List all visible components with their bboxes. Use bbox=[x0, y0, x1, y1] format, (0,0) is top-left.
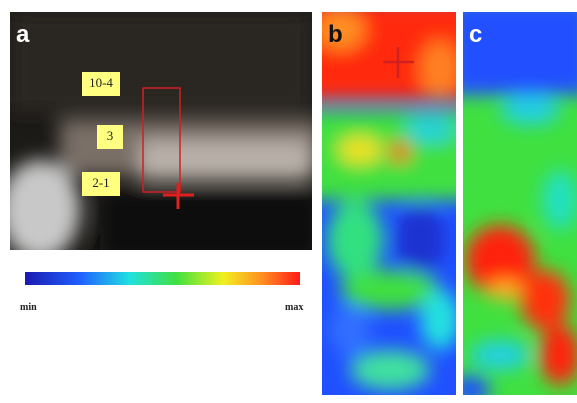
page: 10-4 3 2-1 a min max b bbox=[0, 0, 577, 403]
shadow bbox=[100, 190, 320, 260]
highlight bbox=[0, 160, 80, 260]
blob bbox=[327, 200, 383, 280]
colorbar-max: max bbox=[285, 302, 303, 313]
photo bbox=[0, 12, 320, 260]
blob bbox=[338, 136, 382, 164]
blob bbox=[350, 350, 430, 390]
blob bbox=[487, 280, 523, 300]
figure: 10-4 3 2-1 a min max b bbox=[0, 0, 577, 403]
region-label: 2-1 bbox=[92, 175, 109, 190]
region-label: 3 bbox=[107, 128, 114, 143]
panel-label: b bbox=[328, 21, 343, 48]
region-label: 10-4 bbox=[89, 75, 113, 90]
blob bbox=[520, 270, 570, 330]
rock bbox=[10, 12, 312, 112]
blob bbox=[395, 205, 445, 275]
blob bbox=[470, 340, 530, 370]
colorbar bbox=[25, 272, 300, 285]
panel-label: c bbox=[469, 21, 482, 48]
heatmap-b bbox=[300, 0, 480, 395]
blob bbox=[300, 110, 480, 200]
blob bbox=[420, 40, 460, 100]
blob bbox=[542, 170, 577, 230]
heatmap-c bbox=[450, 0, 577, 403]
blob bbox=[330, 305, 370, 355]
blob bbox=[500, 95, 560, 125]
blob bbox=[405, 118, 455, 142]
panel-label: a bbox=[16, 21, 30, 48]
layer-bright bbox=[140, 140, 310, 180]
colorbar-min: min bbox=[20, 302, 37, 313]
blob bbox=[420, 290, 460, 350]
blob bbox=[390, 142, 410, 162]
